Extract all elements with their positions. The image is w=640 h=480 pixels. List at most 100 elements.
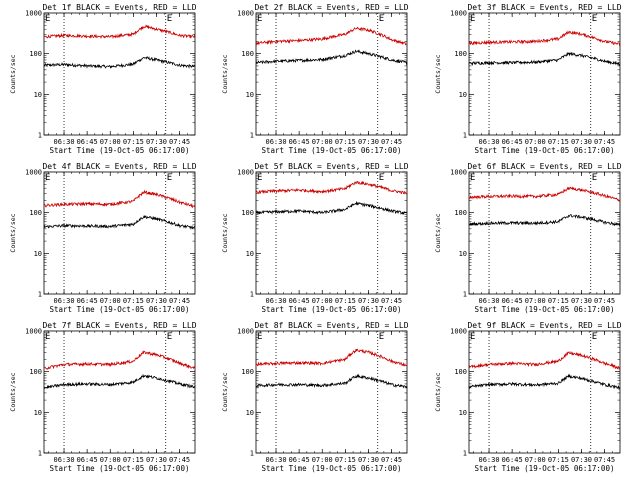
- y-tick-label: 100: [29, 368, 42, 376]
- panel-title: Det 2f BLACK = Events, RED = LLD: [254, 3, 408, 12]
- x-tick-label: 07:45: [169, 297, 190, 305]
- x-tick-label: 07:15: [123, 297, 144, 305]
- x-tick-label: 07:00: [312, 138, 333, 146]
- x-tick-label: 06:45: [77, 297, 98, 305]
- series-events-line: [43, 56, 196, 69]
- x-tick-label: 07:30: [571, 297, 592, 305]
- y-tick-label: 1: [463, 132, 467, 140]
- y-tick-label: 100: [454, 368, 467, 376]
- y-tick-label: 10: [34, 91, 42, 99]
- plot-frame: [43, 171, 196, 295]
- e-marker: E: [470, 173, 475, 183]
- panel-title: Det 6f BLACK = Events, RED = LLD: [467, 162, 621, 171]
- series-lld-line: [468, 30, 621, 47]
- y-tick-label: 1: [38, 132, 42, 140]
- x-tick-label: 06:30: [53, 297, 74, 305]
- y-tick-label: 10: [34, 250, 42, 258]
- y-tick-label: 100: [241, 368, 254, 376]
- y-tick-label: 10: [34, 409, 42, 417]
- series-lld-line: [43, 189, 196, 209]
- series-events-line: [255, 49, 408, 66]
- panel-2: Det 2f BLACK = Events, RED = LLD 1 10 100 10…: [221, 3, 409, 155]
- x-tick-label: 07:30: [358, 297, 379, 305]
- x-tick-label: 07:15: [548, 297, 569, 305]
- panel-title: Det 4f BLACK = Events, RED = LLD: [42, 162, 196, 171]
- x-axis-label: Start Time (19-Oct-05 06:17:00): [50, 305, 190, 314]
- x-tick-label: 07:00: [525, 456, 546, 464]
- series-lld-line: [468, 350, 621, 371]
- x-axis-label: Start Time (19-Oct-05 06:17:00): [475, 146, 615, 155]
- panel-6: Det 6f BLACK = Events, RED = LLD 1 10 100 10…: [434, 162, 622, 314]
- e-marker: E: [167, 332, 172, 342]
- x-tick-label: 07:30: [358, 138, 379, 146]
- x-tick-label: 07:45: [381, 297, 402, 305]
- x-tick-label: 06:30: [53, 138, 74, 146]
- panel-title: Det 3f BLACK = Events, RED = LLD: [467, 3, 621, 12]
- x-tick-label: 06:30: [265, 138, 286, 146]
- e-marker: E: [592, 173, 597, 183]
- x-tick-label: 06:45: [289, 138, 310, 146]
- e-marker: E: [379, 14, 384, 24]
- x-tick-label: 07:30: [146, 138, 167, 146]
- plot-frame: [468, 171, 621, 295]
- y-tick-label: 1: [38, 450, 42, 458]
- y-tick-label: 1000: [450, 169, 467, 177]
- panel-title: Det 1f BLACK = Events, RED = LLD: [42, 3, 196, 12]
- y-axis-label: Counts/sec: [9, 372, 17, 411]
- y-axis-label: Counts/sec: [9, 54, 17, 93]
- x-tick-label: 06:45: [502, 456, 523, 464]
- x-tick-label: 07:45: [594, 456, 615, 464]
- x-axis-label: Start Time (19-Oct-05 06:17:00): [50, 464, 190, 473]
- x-axis-label: Start Time (19-Oct-05 06:17:00): [50, 146, 190, 155]
- y-tick-label: 1000: [25, 328, 42, 336]
- e-marker: E: [257, 14, 262, 24]
- series-lld-line: [255, 180, 408, 195]
- x-tick-label: 07:00: [100, 297, 121, 305]
- series-lld-line: [43, 350, 196, 370]
- x-tick-label: 07:15: [335, 456, 356, 464]
- series-events-line: [255, 200, 408, 215]
- x-tick-label: 07:45: [381, 138, 402, 146]
- x-tick-label: 07:45: [169, 456, 190, 464]
- panel-title: Det 8f BLACK = Events, RED = LLD: [254, 321, 408, 330]
- y-tick-label: 1000: [450, 328, 467, 336]
- x-tick-label: 07:00: [525, 297, 546, 305]
- plot-frame: [255, 12, 408, 136]
- y-tick-label: 10: [459, 409, 467, 417]
- y-axis-label: Counts/sec: [9, 213, 17, 252]
- x-tick-label: 07:30: [571, 456, 592, 464]
- y-axis-label: Counts/sec: [434, 372, 442, 411]
- y-tick-label: 1: [250, 132, 254, 140]
- x-tick-label: 07:30: [571, 138, 592, 146]
- e-marker: E: [167, 173, 172, 183]
- x-tick-label: 07:00: [312, 456, 333, 464]
- e-marker: E: [45, 173, 50, 183]
- x-tick-label: 07:00: [312, 297, 333, 305]
- panel-title: Det 7f BLACK = Events, RED = LLD: [42, 321, 196, 330]
- y-tick-label: 100: [241, 50, 254, 58]
- y-axis-label: Counts/sec: [221, 372, 229, 411]
- x-tick-label: 07:00: [525, 138, 546, 146]
- y-tick-label: 100: [241, 209, 254, 217]
- y-axis-label: Counts/sec: [434, 213, 442, 252]
- series-lld-line: [255, 348, 408, 367]
- e-marker: E: [592, 14, 597, 24]
- x-tick-label: 06:30: [478, 456, 499, 464]
- y-tick-label: 1000: [237, 169, 254, 177]
- x-tick-label: 07:30: [358, 456, 379, 464]
- x-tick-label: 06:30: [265, 456, 286, 464]
- e-marker: E: [379, 332, 384, 342]
- series-events-line: [43, 373, 196, 390]
- e-marker: E: [45, 332, 50, 342]
- e-marker: E: [257, 332, 262, 342]
- x-tick-label: 06:45: [77, 138, 98, 146]
- plot-frame: [468, 330, 621, 454]
- x-tick-label: 07:45: [594, 297, 615, 305]
- y-tick-label: 100: [29, 209, 42, 217]
- series-lld-line: [43, 24, 196, 40]
- x-tick-label: 06:30: [265, 297, 286, 305]
- e-marker: E: [379, 173, 384, 183]
- y-tick-label: 1000: [237, 328, 254, 336]
- series-events-line: [468, 51, 621, 67]
